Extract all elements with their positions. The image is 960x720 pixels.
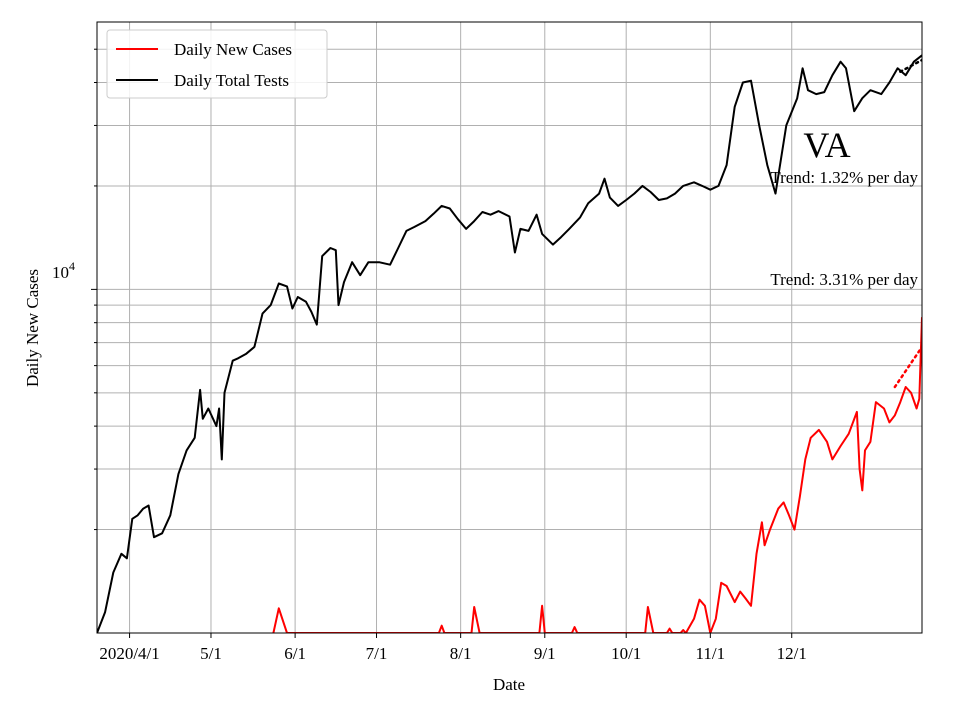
legend-box [106, 29, 328, 99]
x-tick-label: 12/1 [777, 644, 807, 663]
series-line-daily-new-cases [272, 317, 922, 633]
legend-label-daily-new-cases: Daily New Cases [174, 40, 292, 59]
x-axis-label: Date [493, 675, 525, 694]
x-axis-ticks: 2020/4/1 5/1 6/1 7/1 8/1 9/1 10/1 11/1 12/1 [99, 633, 807, 663]
trend-line-0 [899, 58, 922, 73]
plot-area [97, 54, 922, 633]
trend-annotation-tests: Trend: 1.32% per day [770, 168, 918, 187]
trend-line-1 [893, 345, 922, 389]
x-tick-label: 5/1 [200, 644, 222, 663]
grid [97, 22, 922, 633]
x-tick-label: 11/1 [696, 644, 726, 663]
axes-frame [96, 21, 923, 634]
x-tick-label: 10/1 [611, 644, 641, 663]
x-tick-label: 6/1 [284, 644, 306, 663]
trend-layer [893, 58, 922, 389]
y-axis-label: Daily New Cases [23, 269, 42, 387]
x-tick-label: 8/1 [450, 644, 472, 663]
x-tick-label: 2020/4/1 [99, 644, 159, 663]
series-line-daily-total-tests [97, 54, 922, 633]
legend: Daily New Cases Daily Total Tests [106, 29, 328, 99]
legend-label-daily-total-tests: Daily Total Tests [174, 71, 289, 90]
y-axis-ticks: 104 [52, 48, 97, 531]
x-tick-label: 9/1 [534, 644, 556, 663]
series-layer [97, 54, 922, 633]
x-tick-label: 7/1 [366, 644, 388, 663]
y-tick-label-major: 104 [52, 259, 75, 282]
trend-annotation-cases: Trend: 3.31% per day [770, 270, 918, 289]
chart-title: VA [803, 125, 850, 165]
